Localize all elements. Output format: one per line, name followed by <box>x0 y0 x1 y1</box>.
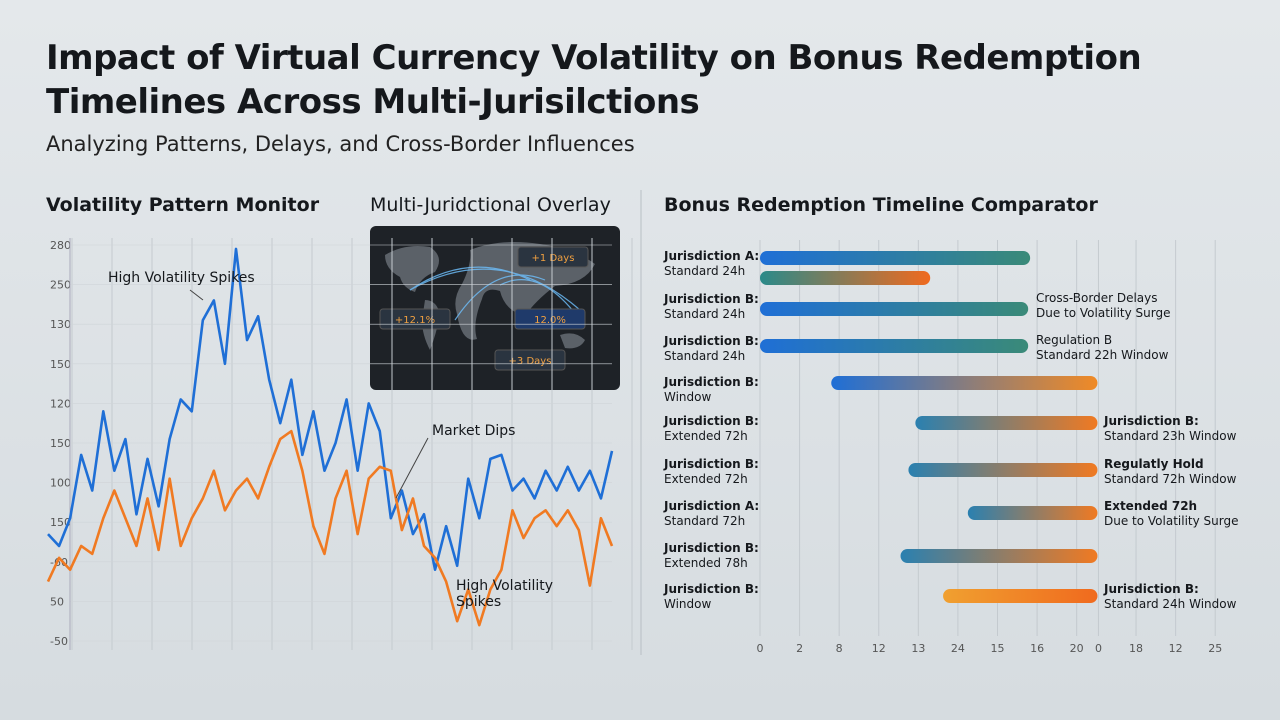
y-tick-label: 120 <box>50 397 71 410</box>
row-label: Jurisdiction B: <box>664 457 759 471</box>
x-tick-label: 8 <box>836 642 843 655</box>
callout: +12.1% <box>395 315 435 326</box>
row-label: Jurisdiction B: <box>664 582 759 596</box>
row-sublabel: Window <box>664 597 712 611</box>
y-tick-label: 130 <box>50 318 71 331</box>
annotation: Due to Volatility Surge <box>1036 306 1171 320</box>
row-label: Jurisdiction A: <box>664 249 760 263</box>
row-label: Jurisdiction B: <box>664 375 759 389</box>
annotation: High Volatility Spikes <box>108 270 255 286</box>
timeline-bar <box>760 271 931 285</box>
timeline-bar <box>760 302 1029 316</box>
y-tick-label: 100 <box>50 477 71 490</box>
x-tick-label: 0 <box>1095 642 1102 655</box>
annotation: Jurisdiction B: <box>1104 582 1199 596</box>
x-tick-label: 12 <box>1169 642 1183 655</box>
row-sublabel: Standard 24h <box>664 349 746 363</box>
annotation: Extended 72h <box>1104 499 1198 513</box>
x-tick-label: 16 <box>1030 642 1044 655</box>
x-tick-label: 25 <box>1208 642 1222 655</box>
annotation: Cross-Border Delays <box>1036 291 1158 305</box>
x-tick-label: 0 <box>757 642 764 655</box>
annotation: Standard 72h Window <box>1104 472 1237 486</box>
row-label: Jurisdiction B: <box>664 292 759 306</box>
timeline-bar <box>967 506 1098 520</box>
timeline-bar <box>831 376 1098 390</box>
section-title: Multi-Juridctional Overlay <box>370 194 611 216</box>
y-tick-label: 150 <box>50 358 71 371</box>
callout-box <box>517 246 589 268</box>
annotation: Standard 22h Window <box>1036 348 1169 362</box>
section-title: Bonus Redemption Timeline Comparator <box>664 194 1098 216</box>
annotation: Jurisdiction B: <box>1104 414 1199 428</box>
timeline-bar <box>760 339 1029 353</box>
line-series <box>47 247 614 572</box>
row-label: Jurisdiction B: <box>664 414 759 428</box>
annotation: Due to Volatility Surge <box>1104 514 1239 528</box>
annotation: Regulation B <box>1036 333 1113 347</box>
y-tick-label: 280 <box>50 239 71 252</box>
y-tick-label: 250 <box>50 279 71 292</box>
callout: 12.0% <box>534 315 566 326</box>
timeline-bar <box>908 463 1098 477</box>
timeline-bar <box>760 251 1031 265</box>
row-sublabel: Window <box>664 390 712 404</box>
x-tick-label: 24 <box>951 642 965 655</box>
x-tick-label: 2 <box>796 642 803 655</box>
x-tick-label: 12 <box>872 642 886 655</box>
y-tick-label: 50 <box>50 595 64 608</box>
x-tick-label: 15 <box>991 642 1005 655</box>
row-label: Jurisdiction B: <box>664 541 759 555</box>
line-series <box>46 429 614 627</box>
row-label: Jurisdiction B: <box>664 334 759 348</box>
row-sublabel: Extended 72h <box>664 429 748 443</box>
annotation: Market Dips <box>432 423 516 439</box>
annotation: Standard 24h Window <box>1104 597 1237 611</box>
timeline-bar <box>900 549 1098 563</box>
timeline-bar <box>915 416 1098 430</box>
row-label: Jurisdiction A: <box>664 499 760 513</box>
row-sublabel: Standard 24h <box>664 307 746 321</box>
annotation-leader <box>395 437 429 499</box>
subtitle: Analyzing Patterns, Delays, and Cross-Bo… <box>46 132 635 156</box>
row-sublabel: Standard 24h <box>664 264 746 278</box>
annotation-leader <box>189 289 204 301</box>
y-tick-label: -50 <box>50 635 68 648</box>
row-sublabel: Extended 78h <box>664 556 748 570</box>
timeline-bar <box>943 589 1098 603</box>
row-sublabel: Extended 72h <box>664 472 748 486</box>
row-sublabel: Standard 72h <box>664 514 746 528</box>
callout: +1 Days <box>532 253 575 264</box>
section-title: Volatility Pattern Monitor <box>46 194 320 216</box>
title: Impact of Virtual Currency Volatility on… <box>46 38 1142 122</box>
x-tick-label: 18 <box>1129 642 1143 655</box>
annotation: Regulatly Hold <box>1104 457 1204 471</box>
annotation: High Volatility Spikes <box>456 578 554 610</box>
annotation: Standard 23h Window <box>1104 429 1237 443</box>
callout: +3 Days <box>509 356 552 367</box>
y-tick-label: 150 <box>50 437 71 450</box>
x-tick-label: 20 <box>1070 642 1084 655</box>
x-tick-label: 13 <box>911 642 925 655</box>
